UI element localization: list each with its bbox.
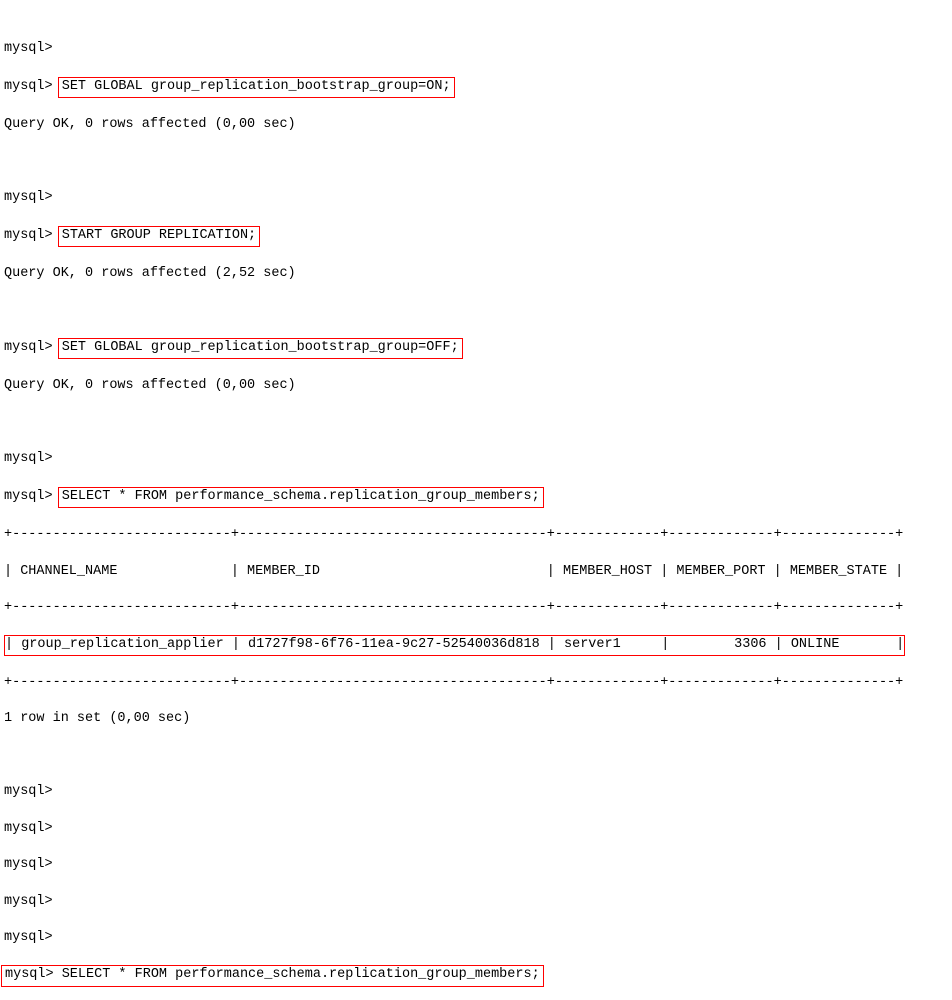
table1-row-wrap: | group_replication_applier | d1727f98-6… — [4, 635, 948, 655]
sql-command-4: SELECT * FROM performance_schema.replica… — [58, 487, 544, 508]
blank — [4, 414, 948, 432]
sql-command-5: mysql> SELECT * FROM performance_schema.… — [1, 965, 544, 986]
cmd-line-3: mysql> SET GLOBAL group_replication_boot… — [4, 338, 948, 359]
prompt-line: mysql> — [4, 856, 948, 874]
table1-border: +---------------------------+-----------… — [4, 599, 948, 617]
blank — [4, 747, 948, 765]
result-1: Query OK, 0 rows affected (0,00 sec) — [4, 116, 948, 134]
prompt-line: mysql> — [4, 189, 948, 207]
prompt-line: mysql> — [4, 783, 948, 801]
sql-command-1: SET GLOBAL group_replication_bootstrap_g… — [58, 77, 455, 98]
prompt-line: mysql> — [4, 929, 948, 947]
prompt-line: mysql> — [4, 820, 948, 838]
cmd-line-1: mysql> SET GLOBAL group_replication_boot… — [4, 77, 948, 98]
sql-command-3: SET GLOBAL group_replication_bootstrap_g… — [58, 338, 463, 359]
table1-row-1: | group_replication_applier | d1727f98-6… — [4, 635, 905, 655]
blank — [4, 153, 948, 171]
blank — [4, 302, 948, 320]
table1-header: | CHANNEL_NAME | MEMBER_ID | MEMBER_HOST… — [4, 563, 948, 581]
table1-border: +---------------------------+-----------… — [4, 526, 948, 544]
prompt-line: mysql> — [4, 40, 948, 58]
cmd-line-5: mysql> SELECT * FROM performance_schema.… — [4, 965, 948, 986]
rows-in-set-1: 1 row in set (0,00 sec) — [4, 710, 948, 728]
result-3: Query OK, 0 rows affected (0,00 sec) — [4, 377, 948, 395]
result-2: Query OK, 0 rows affected (2,52 sec) — [4, 265, 948, 283]
table1-border: +---------------------------+-----------… — [4, 674, 948, 692]
prompt-line: mysql> — [4, 450, 948, 468]
sql-command-2: START GROUP REPLICATION; — [58, 226, 260, 247]
cmd-line-4: mysql> SELECT * FROM performance_schema.… — [4, 487, 948, 508]
prompt-line: mysql> — [4, 893, 948, 911]
cmd-line-2: mysql> START GROUP REPLICATION; — [4, 226, 948, 247]
